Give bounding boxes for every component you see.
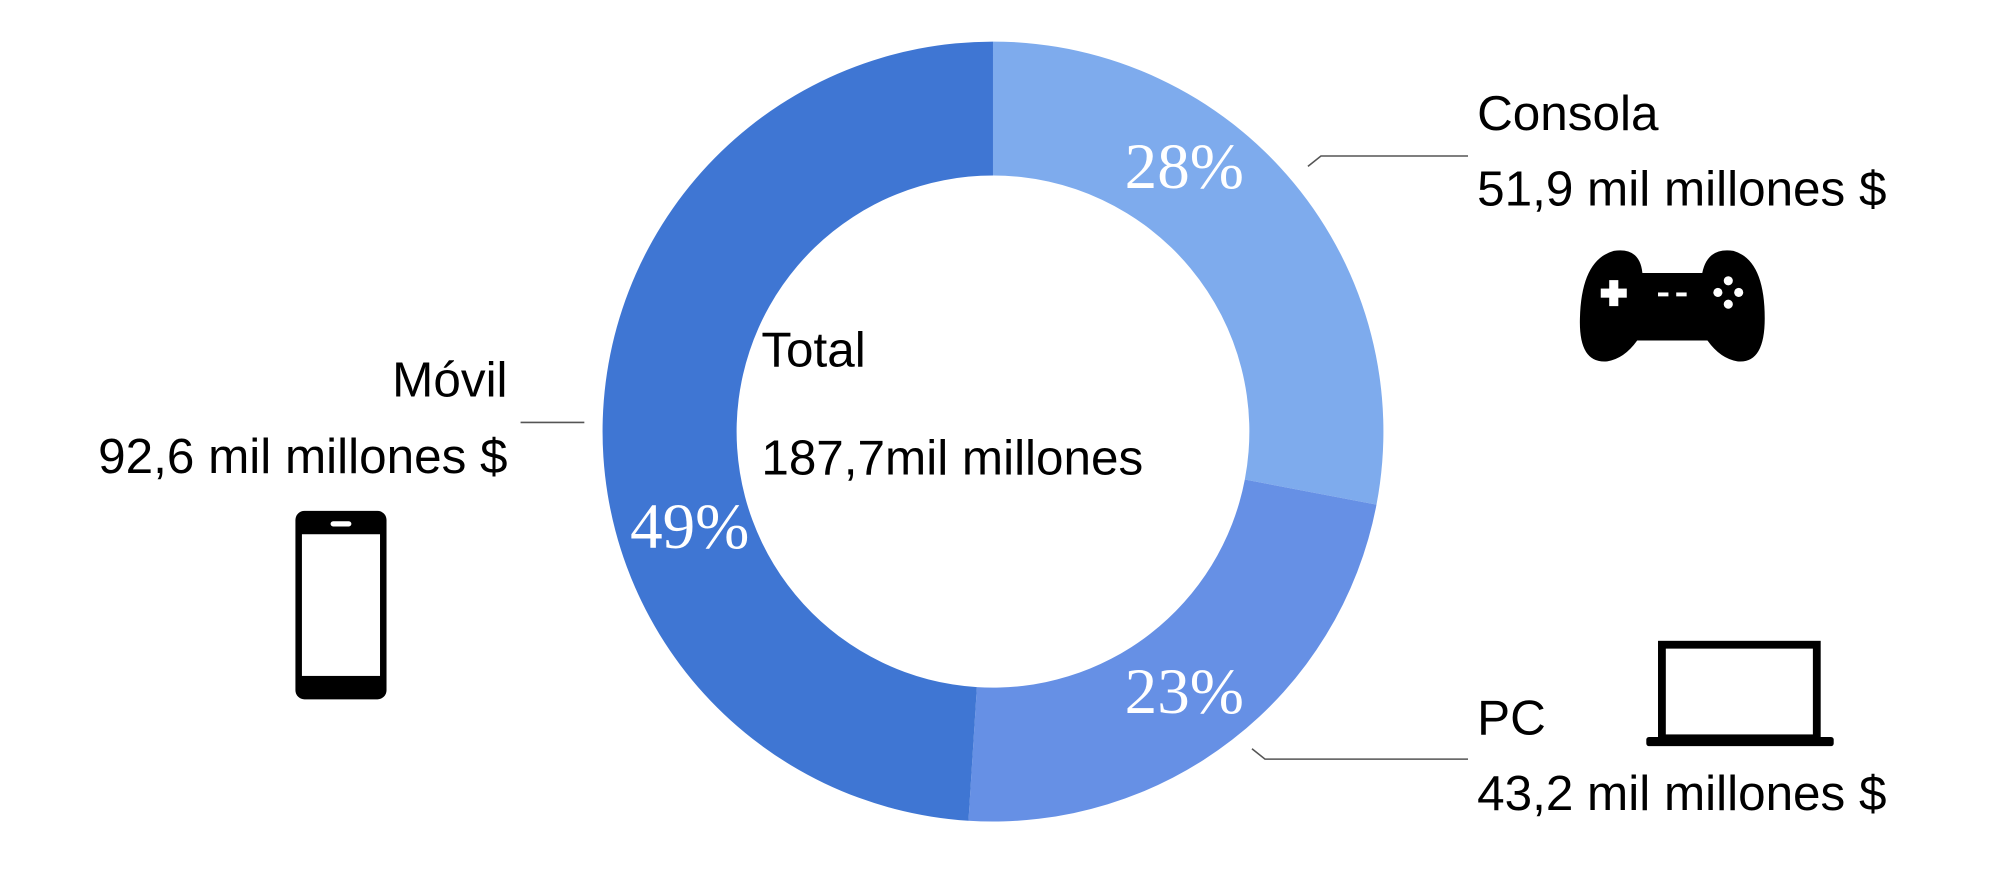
leader-line: [1307, 155, 1469, 167]
gamepad-icon: [1579, 250, 1765, 362]
donut-segment: [602, 41, 993, 821]
category-label: Móvil: [392, 353, 507, 408]
leader-line: [1251, 748, 1469, 760]
amount-label: 43,2 mil millones $: [1477, 766, 1886, 821]
center-value: 187,7mil millones: [761, 431, 1143, 486]
donut-segment: [992, 41, 1384, 505]
percent-label: 49%: [630, 491, 749, 563]
category-label: PC: [1477, 690, 1546, 745]
percent-label: 23%: [1125, 656, 1244, 728]
percent-label: 28%: [1125, 131, 1244, 203]
center-label: Total: [761, 323, 865, 378]
donut-segment: [968, 479, 1377, 822]
phone-icon: [295, 510, 387, 700]
amount-label: 92,6 mil millones $: [98, 429, 507, 484]
amount-label: 51,9 mil millones $: [1477, 161, 1886, 216]
category-label: Consola: [1477, 86, 1659, 141]
donut: [602, 41, 1384, 822]
laptop-icon: [1646, 640, 1834, 747]
